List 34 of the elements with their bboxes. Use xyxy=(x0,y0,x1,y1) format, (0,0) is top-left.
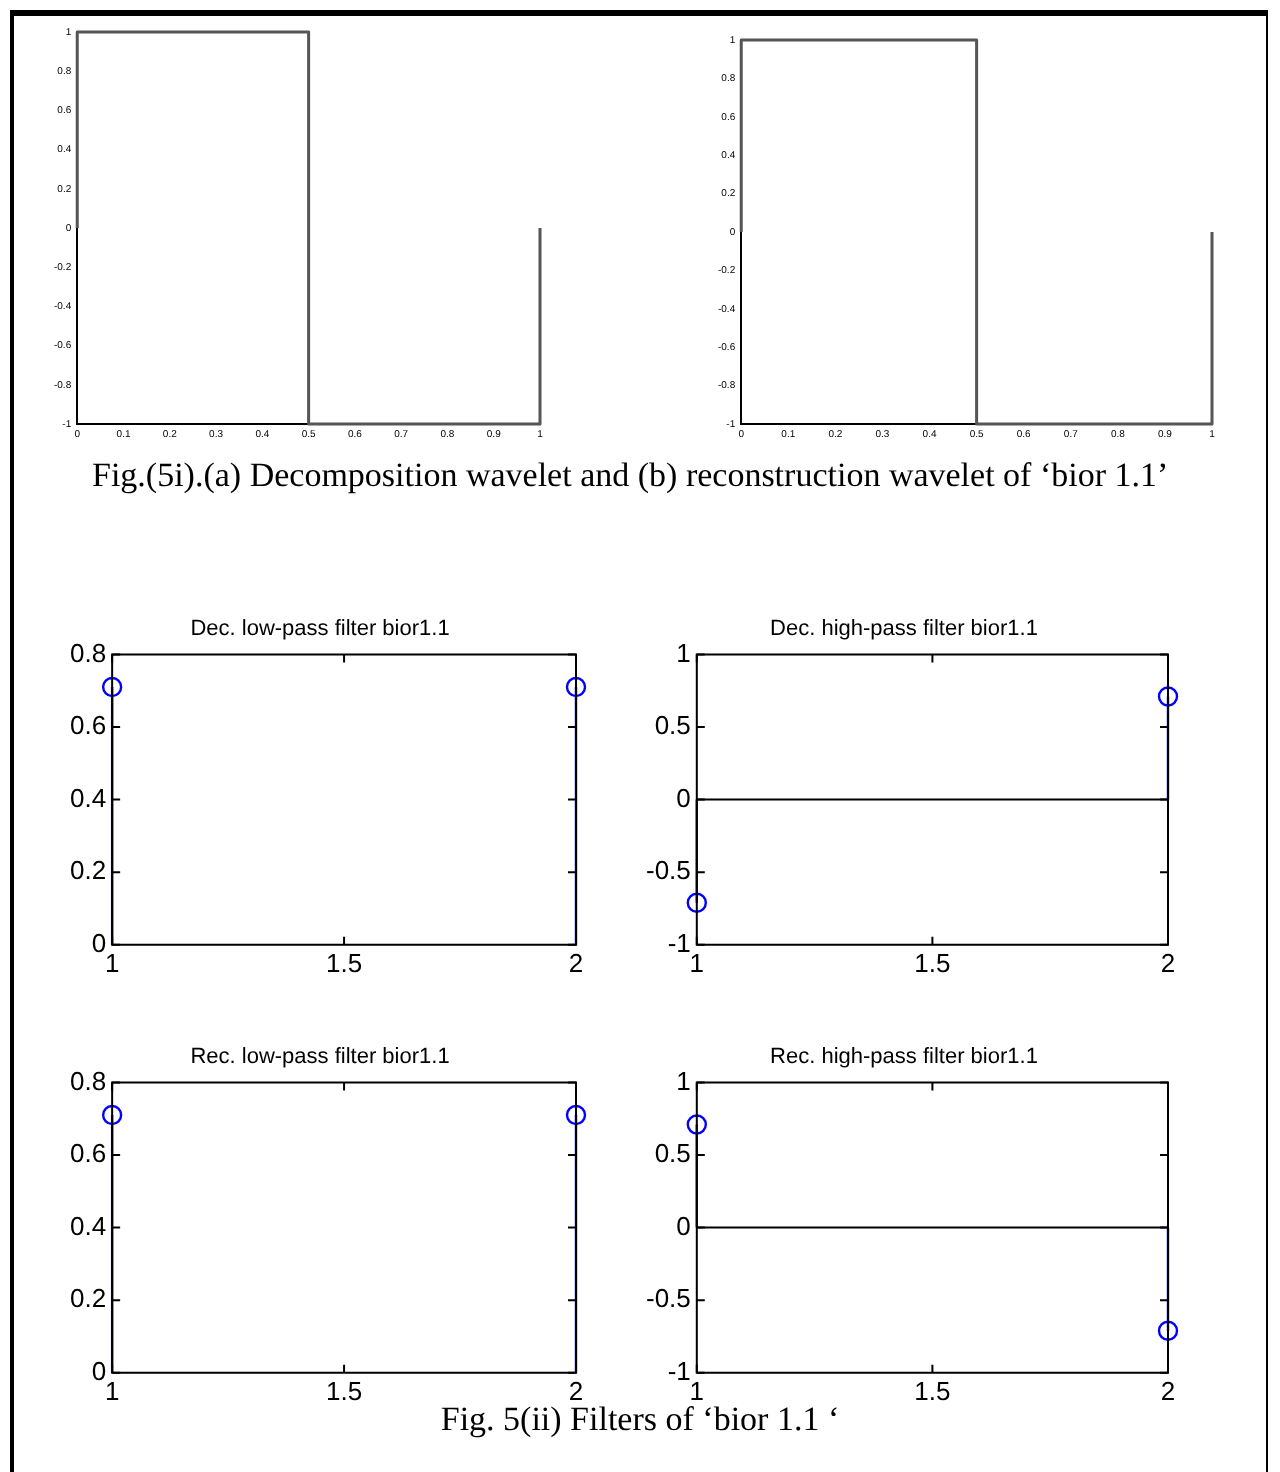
y-tick-label: -0.5 xyxy=(645,1283,691,1314)
y-tick-label: 0.4 xyxy=(69,1210,107,1241)
x-tick-label: 2 xyxy=(568,947,584,978)
x-tick-label: 2 xyxy=(568,1375,584,1406)
y-tick-label: -1 xyxy=(667,927,691,958)
y-tick-label: 0 xyxy=(91,927,107,958)
y-tick-label: -1 xyxy=(667,1355,691,1386)
y-tick-label: 0.6 xyxy=(69,710,107,741)
x-tick-label: 1.5 xyxy=(914,1375,951,1406)
y-tick-label: 0.5 xyxy=(654,1138,691,1169)
x-tick-label: 1.5 xyxy=(325,947,363,978)
y-tick-label: 0 xyxy=(676,1210,691,1241)
chart-title: Rec. low-pass filter bior1.1 xyxy=(190,1045,450,1070)
x-tick-label: 1.5 xyxy=(325,1375,363,1406)
y-tick-label: -0.5 xyxy=(645,855,691,886)
y-tick-label: 1 xyxy=(676,1065,691,1096)
y-tick-label: 0.2 xyxy=(69,1283,107,1314)
y-tick-label: 0 xyxy=(676,782,691,813)
y-tick-label: 0.5 xyxy=(654,710,691,741)
y-tick-label: 0.2 xyxy=(69,855,107,886)
y-tick-label: 0 xyxy=(91,1355,107,1386)
x-tick-label: 1.5 xyxy=(914,947,951,978)
y-tick-label: 0.8 xyxy=(69,637,107,668)
x-tick-label: 2 xyxy=(1160,1375,1176,1406)
chart-title: Rec. high-pass filter bior1.1 xyxy=(770,1045,1038,1070)
y-tick-label: 0.4 xyxy=(69,782,107,813)
y-tick-label: 1 xyxy=(676,637,691,668)
x-tick-label: 2 xyxy=(1160,947,1176,978)
chart-title: Dec. low-pass filter bior1.1 xyxy=(190,617,450,642)
y-tick-label: 0.8 xyxy=(69,1065,107,1096)
y-tick-label: 0.6 xyxy=(69,1138,107,1169)
caption: Fig. 5(ii) Filters of ‘bior 1.1 ‘ xyxy=(440,1400,840,1438)
text: Fig.(5i).(a) Decomposition wavelet and (b) reconstruction wavelet of ‘bior 1.1’ xyxy=(92,456,1171,496)
chart-title: Dec. high-pass filter bior1.1 xyxy=(770,617,1038,642)
